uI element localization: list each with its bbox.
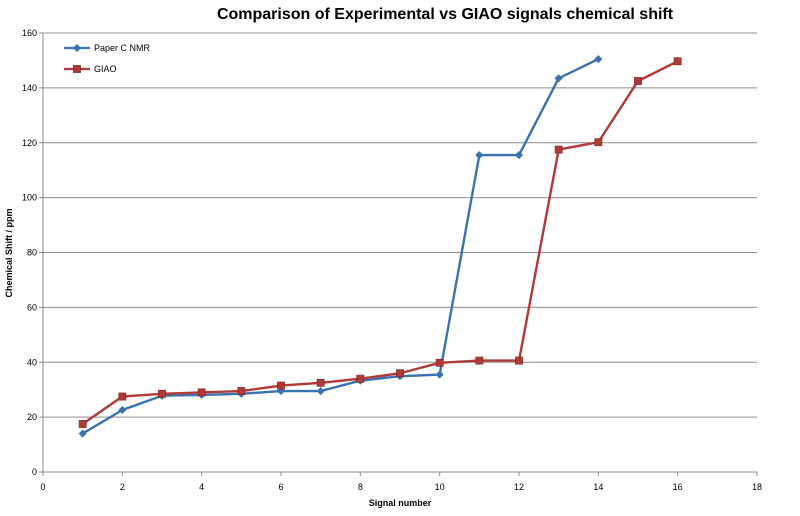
x-tick-label: 6 bbox=[278, 482, 283, 492]
legend-item: GIAO bbox=[64, 64, 117, 74]
x-tick-label: 18 bbox=[752, 482, 762, 492]
data-point bbox=[158, 389, 166, 398]
legend-label: Paper C NMR bbox=[94, 43, 151, 53]
legend-marker bbox=[72, 43, 82, 53]
data-point bbox=[594, 54, 603, 64]
x-tick-label: 16 bbox=[673, 482, 683, 492]
series-giao bbox=[78, 57, 682, 428]
data-point bbox=[316, 378, 325, 387]
y-axis-label: Chemical Shift / ppm bbox=[4, 208, 14, 297]
x-axis-label: Signal number bbox=[369, 498, 432, 508]
data-point bbox=[118, 392, 127, 401]
data-point bbox=[475, 150, 484, 160]
y-tick-label: 60 bbox=[27, 302, 37, 312]
data-point bbox=[78, 429, 87, 438]
series-line bbox=[82, 57, 599, 435]
data-point bbox=[514, 150, 524, 160]
data-point bbox=[118, 405, 127, 415]
chart-title: Comparison of Experimental vs GIAO signa… bbox=[217, 6, 674, 23]
data-point bbox=[276, 386, 286, 396]
series-group bbox=[78, 54, 682, 438]
y-tick-label: 100 bbox=[22, 193, 37, 203]
data-point bbox=[475, 356, 484, 365]
y-tick-label: 140 bbox=[22, 83, 37, 93]
x-tick-label: 0 bbox=[40, 482, 45, 492]
data-point bbox=[554, 74, 563, 83]
series-line bbox=[81, 60, 679, 425]
data-point bbox=[554, 145, 563, 154]
x-tick-label: 10 bbox=[435, 482, 445, 492]
data-point bbox=[277, 381, 285, 390]
y-tick-label: 0 bbox=[32, 467, 37, 477]
data-point bbox=[316, 386, 325, 396]
x-tick-label: 4 bbox=[199, 482, 204, 492]
data-point bbox=[396, 369, 404, 378]
x-tick-label: 14 bbox=[593, 482, 603, 492]
x-tick-label: 12 bbox=[514, 482, 524, 492]
legend-label: GIAO bbox=[94, 64, 117, 74]
data-point bbox=[435, 358, 444, 367]
data-point bbox=[634, 77, 642, 85]
data-point bbox=[594, 138, 603, 147]
data-point bbox=[197, 388, 206, 397]
y-tick-label: 80 bbox=[27, 248, 37, 258]
y-tick-label: 160 bbox=[22, 28, 37, 38]
legend: Paper C NMR GIAO bbox=[64, 43, 151, 74]
data-point bbox=[515, 356, 523, 365]
y-tick-label: 20 bbox=[27, 412, 37, 422]
x-tick-label: 8 bbox=[358, 482, 363, 492]
legend-marker bbox=[73, 65, 81, 73]
data-point bbox=[356, 374, 365, 383]
gridlines bbox=[43, 32, 757, 418]
x-tick-label: 2 bbox=[120, 482, 125, 492]
legend-item: Paper C NMR bbox=[64, 43, 151, 53]
axes: 0 20 40 60 80 100 120 140 160 0 2 4 6 8 10 12 14 16 18 bbox=[22, 28, 762, 492]
data-point bbox=[237, 387, 246, 395]
data-point bbox=[673, 57, 682, 66]
data-point bbox=[78, 420, 87, 428]
y-tick-label: 40 bbox=[27, 357, 37, 367]
y-tick-label: 120 bbox=[22, 138, 37, 148]
data-point bbox=[435, 370, 444, 379]
